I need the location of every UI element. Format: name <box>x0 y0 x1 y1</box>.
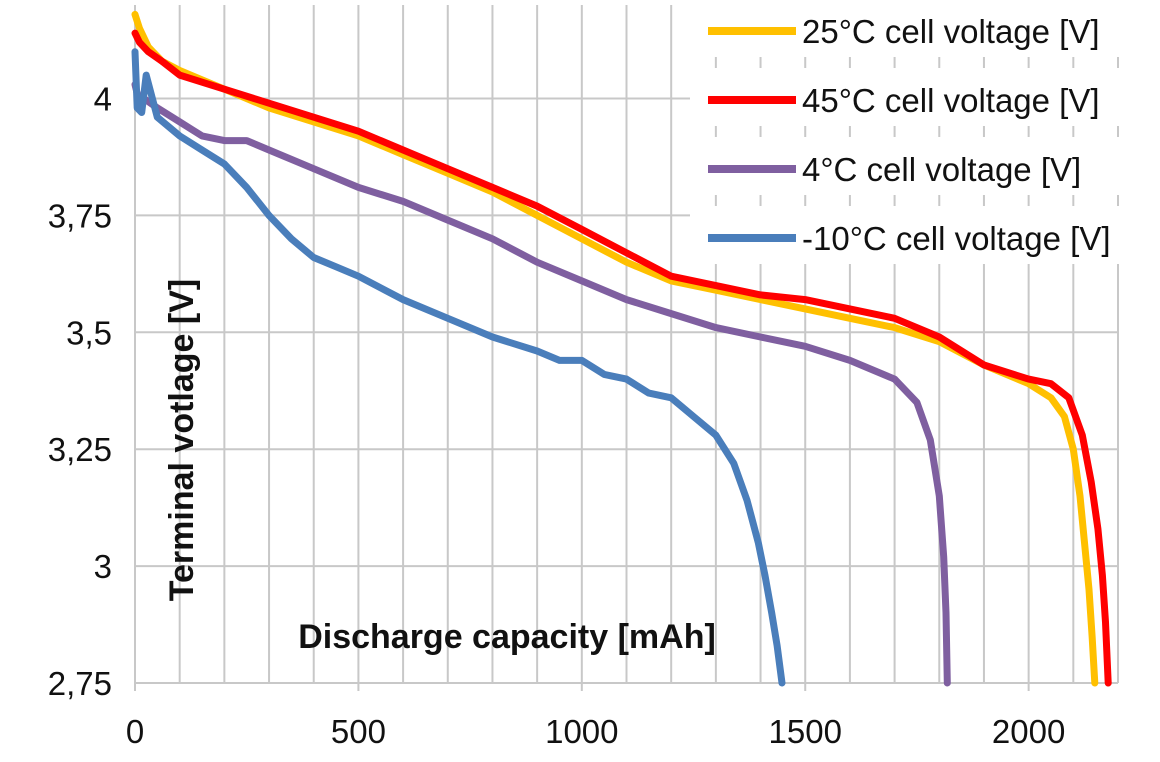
x-tick-label: 1000 <box>545 713 618 750</box>
x-tick-label: 1500 <box>769 713 842 750</box>
legend-label: -10°C cell voltage [V] <box>802 220 1111 257</box>
y-tick-label: 3,5 <box>66 314 112 351</box>
legend-label: 45°C cell voltage [V] <box>802 82 1100 119</box>
y-tick-label: 3,75 <box>48 197 112 234</box>
y-tick-label: 3 <box>94 548 112 585</box>
x-axis-title: Discharge capacity [mAh] <box>298 618 716 656</box>
x-tick-label: 2000 <box>992 713 1065 750</box>
y-axis-title: Terminal votlage [V] <box>163 279 201 601</box>
series-line-4-c-cell-voltage-v <box>131 81 951 687</box>
legend-label: 4°C cell voltage [V] <box>802 151 1081 188</box>
y-tick-label: 4 <box>94 81 112 118</box>
y-tick-label: 3,25 <box>48 431 112 468</box>
x-tick-label: 0 <box>126 713 144 750</box>
series-line-10-c-cell-voltage-v <box>131 48 786 687</box>
legend-label: 25°C cell voltage [V] <box>802 13 1100 50</box>
x-tick-label: 500 <box>331 713 386 750</box>
series-line-45-c-cell-voltage-v <box>131 29 1112 687</box>
y-tick-label: 2,75 <box>48 665 112 702</box>
